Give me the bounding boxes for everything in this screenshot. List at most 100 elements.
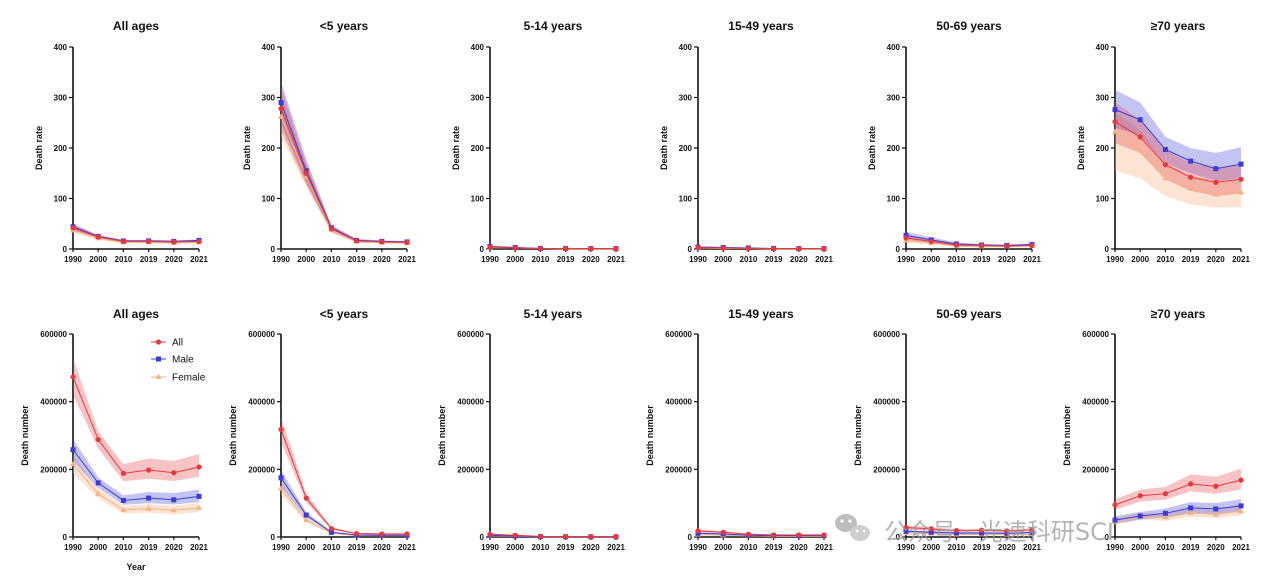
panel-title: 15-49 years [728,307,794,321]
data-point-male [1238,161,1244,167]
x-tick-label: 2021 [1232,255,1250,264]
data-point-male [1112,107,1118,113]
data-point-all [771,532,777,538]
data-point-all [171,470,177,476]
watermark-text: 公众号 · 光速科研SCI [884,518,1114,546]
data-point-all [1188,174,1194,180]
series-line-all [489,533,616,538]
y-tick-label: 200000 [248,465,275,474]
series-line-female [280,488,407,537]
y-tick-label: 100 [262,195,276,204]
y-axis-label: Death number [1062,405,1072,466]
watermark: 公众号 · 光速科研SCI [835,514,1114,546]
series-line-male [1114,505,1242,521]
y-tick-label: 400 [887,43,901,52]
data-point-all [1162,162,1168,168]
x-tick-label: 2020 [998,543,1016,552]
x-tick-label: 2019 [140,543,158,552]
y-axis-label: Death rate [242,126,252,170]
data-point-all [1004,528,1010,534]
y-axis-label: Death number [645,405,655,466]
x-tick-label: 1990 [689,543,707,552]
data-point-all [303,495,309,501]
x-tick-label: 1990 [272,255,290,264]
y-tick-label: 200000 [665,465,692,474]
data-point-female [1162,514,1169,520]
x-tick-label: 2019 [557,255,575,264]
series-line-all [1114,479,1242,506]
ci-band-male [73,438,199,505]
y-axis-label: Death number [228,405,238,466]
y-tick-label: 200 [887,144,901,153]
data-point-all [537,533,544,539]
data-point-female [1212,511,1219,517]
data-point-all [979,242,985,249]
y-tick-label: 100 [1096,195,1110,204]
data-point-all [613,534,619,540]
legend-marker-male [156,356,161,362]
data-point-all [512,532,518,538]
x-tick-label: 1990 [272,543,290,552]
chart-panel: 50-69 years Death number 0 200000 400000 6000… [853,307,1041,552]
data-point-male [328,529,334,535]
data-point-male [979,530,985,536]
x-tick-label: 2000 [506,255,524,264]
x-tick-label: 2020 [790,255,808,264]
ci-band-all [281,87,407,244]
data-point-male [1188,505,1194,511]
x-tick-label: 2010 [1157,255,1175,264]
data-point-male [1238,503,1244,509]
series-line-all [280,108,408,243]
y-tick-label: 600000 [665,330,692,339]
chart-panel: All ages Death rate 0 100 200 300 400 1990 2000 2… [34,19,208,264]
data-point-all [404,239,410,246]
x-tick-label: 2020 [165,543,183,552]
x-tick-label: 2019 [348,255,366,264]
data-point-all [928,238,934,245]
x-tick-label: 2000 [714,543,732,552]
data-point-female [1162,175,1169,181]
y-tick-label: 300 [471,94,485,103]
data-point-female [278,113,284,119]
data-point-female [1187,185,1194,191]
x-tick-label: 2020 [1207,255,1225,264]
ci-band-all [281,416,407,535]
data-point-all [95,436,101,443]
data-point-all [695,528,701,534]
data-point-male [1188,158,1194,164]
ci-band-male [906,231,1032,247]
ci-band-female [73,454,199,515]
data-point-all [70,225,76,231]
y-tick-label: 100 [54,195,68,204]
data-point-all [771,245,777,252]
panel-title: ≥70 years [1151,19,1206,33]
y-tick-label: 100 [471,195,485,204]
data-point-all [1188,481,1194,487]
ci-band-female [906,237,1032,248]
chart-panel: 15-49 years Death rate 0 100 200 300 400 1990 20… [659,19,833,264]
data-point-male [1112,517,1118,523]
y-tick-label: 400000 [40,398,67,407]
series-line-male [1114,109,1242,170]
y-tick-label: 400 [679,43,693,52]
y-axis-label: Death number [437,405,447,466]
chart-panel: 5-14 years Death rate 0 100 200 300 400 1990 200… [451,19,625,264]
y-tick-label: 200 [262,144,276,153]
panel-title: 5-14 years [524,307,583,321]
y-tick-label: 300 [262,94,276,103]
x-tick-label: 2010 [323,543,341,552]
data-point-all [303,170,309,176]
panel-title: 15-49 years [728,19,794,33]
data-point-male [303,512,309,518]
x-tick-label: 2000 [922,255,940,264]
data-point-all [928,526,934,532]
y-tick-label: 600000 [40,330,67,339]
data-point-all [720,245,726,251]
data-point-all [1213,179,1219,185]
panel-title: 50-69 years [936,307,1002,321]
ci-band-female [281,481,407,536]
y-axis-label: Death rate [451,126,461,170]
x-tick-label: 1990 [64,255,82,264]
series-line-female [72,229,200,244]
y-tick-label: 200000 [873,465,900,474]
